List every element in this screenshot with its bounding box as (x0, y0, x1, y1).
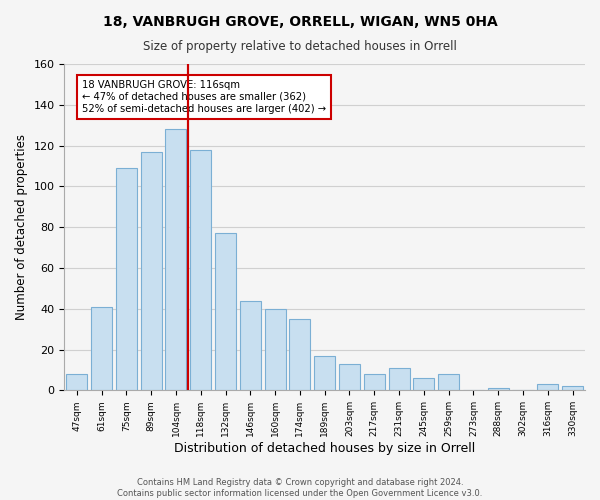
Bar (240, 300, 261, 390)
Text: Contains HM Land Registry data © Crown copyright and database right 2024.
Contai: Contains HM Land Registry data © Crown c… (118, 478, 482, 498)
Bar (562, 386, 583, 390)
Bar (413, 378, 434, 390)
X-axis label: Distribution of detached houses by size in Orrell: Distribution of detached houses by size … (174, 442, 475, 455)
Bar (314, 356, 335, 390)
Text: 18 VANBRUGH GROVE: 116sqm
← 47% of detached houses are smaller (362)
52% of semi: 18 VANBRUGH GROVE: 116sqm ← 47% of detac… (82, 80, 326, 114)
Bar (438, 374, 459, 390)
Bar (289, 319, 310, 390)
Bar (389, 368, 410, 390)
Text: 18, VANBRUGH GROVE, ORRELL, WIGAN, WN5 0HA: 18, VANBRUGH GROVE, ORRELL, WIGAN, WN5 0… (103, 15, 497, 29)
Bar (190, 150, 211, 390)
Bar (537, 384, 559, 390)
Bar (140, 152, 162, 390)
Bar (91, 306, 112, 390)
Bar (116, 168, 137, 390)
Bar (339, 364, 360, 390)
Bar (265, 309, 286, 390)
Bar (364, 374, 385, 390)
Bar (66, 374, 88, 390)
Bar (488, 388, 509, 390)
Y-axis label: Number of detached properties: Number of detached properties (15, 134, 28, 320)
Bar (215, 234, 236, 390)
Bar (166, 130, 187, 390)
Text: Size of property relative to detached houses in Orrell: Size of property relative to detached ho… (143, 40, 457, 53)
